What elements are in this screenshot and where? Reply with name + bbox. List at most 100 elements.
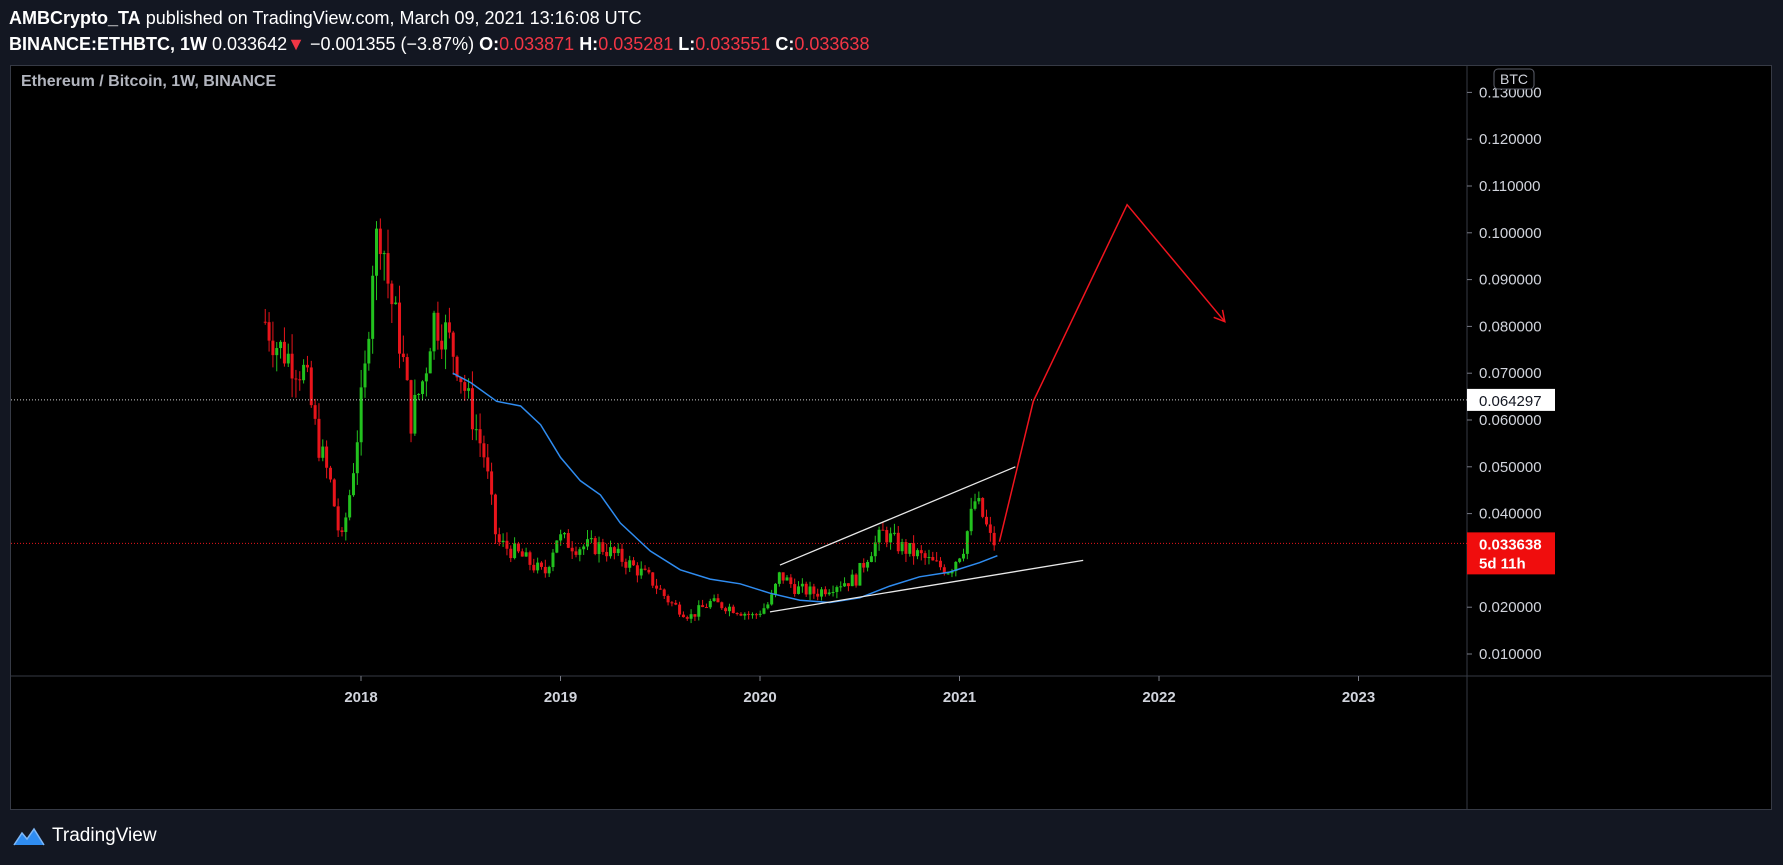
high-label: H: (579, 34, 599, 54)
candle-body (378, 228, 382, 255)
candle-body (977, 497, 981, 502)
candle-body (670, 602, 674, 604)
candle-body (777, 572, 781, 584)
candle-body (988, 524, 992, 533)
close-value: 0.033638 (794, 34, 870, 54)
candle-body (639, 568, 643, 576)
y-tick-label: 0.100000 (1479, 225, 1542, 242)
candle-body (770, 594, 774, 605)
candle-body (985, 516, 989, 525)
candle-body (858, 563, 862, 586)
candle-body (459, 377, 463, 383)
candle-body (279, 341, 283, 349)
candle-body (758, 613, 762, 615)
candle-body (321, 446, 325, 458)
candle-body (555, 540, 559, 553)
candle-body (797, 586, 801, 594)
candle-body (793, 584, 797, 594)
price-change: −0.001355 (−3.87%) (309, 34, 475, 54)
price-chart[interactable]: 0.0100000.0200000.0300000.0400000.050000… (11, 66, 1771, 809)
candle-body (547, 567, 551, 574)
candle-body (424, 373, 428, 382)
candle-body (950, 571, 954, 574)
candle-body (421, 381, 425, 394)
candle-body (417, 393, 421, 395)
candle-body (478, 429, 482, 444)
candle-body (942, 567, 946, 574)
candle-body (862, 563, 866, 568)
candle-body (839, 586, 843, 588)
symbol-label: BINANCE:ETHBTC, 1W (9, 34, 207, 54)
candle-body (505, 540, 509, 549)
y-tick-label: 0.020000 (1479, 599, 1542, 616)
wedge-trendline[interactable] (779, 466, 1016, 566)
currency-label: BTC (1500, 71, 1528, 87)
candle-body (747, 613, 751, 615)
candle-body (313, 405, 317, 419)
candle-body (359, 387, 363, 443)
candle-body (973, 501, 977, 509)
candle-body (467, 388, 471, 391)
candle-body (394, 302, 398, 305)
x-tick-label: 2021 (943, 689, 976, 706)
candle-body (658, 588, 662, 590)
moving-average-line[interactable] (452, 372, 998, 604)
candle-body (574, 551, 578, 555)
candle-body (716, 598, 720, 603)
currency-badge[interactable] (1493, 68, 1535, 90)
candle-body (735, 613, 739, 615)
candle-body (286, 353, 290, 364)
candle-body (612, 547, 616, 554)
candle-body (827, 592, 831, 595)
candle-body (532, 564, 536, 571)
candle-body (762, 608, 766, 614)
candle-body (302, 364, 306, 381)
author-name[interactable]: AMBCrypto_TA (9, 8, 141, 28)
publish-info: AMBCrypto_TA published on TradingView.co… (9, 8, 642, 29)
candle-body (678, 604, 682, 615)
candle-body (539, 562, 543, 567)
candle-body (597, 542, 601, 555)
candle-body (451, 332, 455, 357)
candle-body (739, 613, 743, 616)
candle-body (643, 568, 647, 570)
down-arrow-icon: ▼ (287, 34, 305, 54)
candle-body (559, 534, 563, 541)
candle-body (493, 494, 497, 535)
candle-body (436, 312, 440, 341)
candle-body (497, 534, 501, 543)
chart-frame[interactable]: 0.0100000.0200000.0300000.0400000.050000… (10, 65, 1772, 810)
candle-body (444, 322, 448, 350)
level-price-label: 0.064297 (1479, 393, 1542, 410)
wedge-trendline[interactable] (769, 559, 1084, 613)
candle-body (885, 530, 889, 543)
candle-body (524, 552, 528, 557)
candle-body (340, 530, 344, 533)
candle-body (282, 341, 286, 364)
candle-body (773, 583, 777, 595)
candle-body (873, 542, 877, 557)
candle-body (624, 561, 628, 568)
tradingview-logo-icon[interactable] (12, 825, 46, 847)
projection-arrowhead (1213, 309, 1226, 323)
candle-body (712, 598, 716, 602)
footer-brand[interactable]: TradingView (52, 825, 157, 846)
candle-body (785, 577, 789, 581)
candle-body (344, 517, 348, 533)
candle-body (927, 557, 931, 559)
candle-body (896, 532, 900, 552)
candle-body (390, 283, 394, 305)
candle-body (409, 380, 413, 434)
x-tick-label: 2018 (344, 689, 377, 706)
candle-body (904, 542, 908, 554)
candle-body (869, 556, 873, 563)
candle-body (371, 275, 375, 339)
open-label: O: (479, 34, 500, 54)
candle-body (605, 551, 609, 557)
candle-body (701, 605, 705, 608)
candle-body (470, 388, 474, 430)
candle-body (551, 552, 555, 568)
projection-path[interactable] (998, 203, 1226, 542)
candle-body (382, 253, 386, 255)
candle-body (620, 548, 624, 562)
